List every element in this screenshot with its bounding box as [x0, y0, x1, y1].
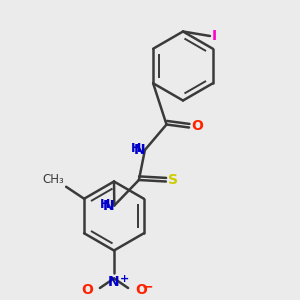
Text: H: H	[100, 197, 111, 211]
Text: +: +	[119, 274, 129, 284]
Text: H: H	[131, 142, 141, 155]
Text: N: N	[133, 143, 145, 157]
Text: O: O	[191, 119, 203, 133]
Text: N: N	[108, 274, 120, 289]
Text: S: S	[168, 173, 178, 187]
Text: O: O	[135, 283, 147, 296]
Text: N: N	[103, 199, 114, 212]
Text: I: I	[212, 29, 217, 43]
Text: CH₃: CH₃	[43, 173, 64, 186]
Text: O: O	[81, 283, 93, 296]
Text: −: −	[142, 280, 154, 293]
